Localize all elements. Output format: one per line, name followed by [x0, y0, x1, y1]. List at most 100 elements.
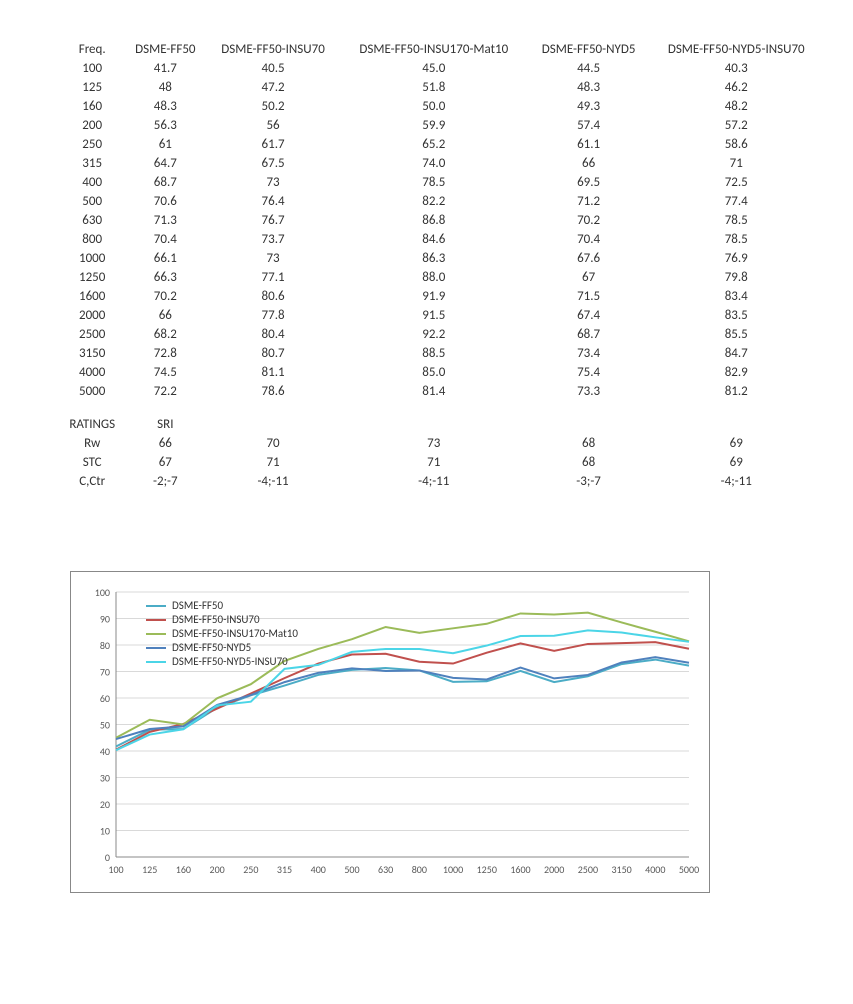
table-cell: 49.3 [528, 97, 650, 116]
table-row: 40068.77378.569.572.5 [60, 173, 823, 192]
svg-text:DSME-FF50-NYD5-INSU70: DSME-FF50-NYD5-INSU70 [172, 655, 288, 668]
table-cell: 125 [60, 78, 124, 97]
table-cell: 78.6 [206, 382, 340, 401]
table-cell: 40.5 [206, 59, 340, 78]
table-cell: 61.7 [206, 135, 340, 154]
ratings-cell: 69 [649, 453, 823, 472]
ratings-cell: C,Ctr [60, 472, 124, 491]
svg-text:100: 100 [108, 863, 123, 876]
table-row: 100066.17386.367.676.9 [60, 249, 823, 268]
table-cell: 48.3 [528, 78, 650, 97]
table-cell: 74.0 [340, 154, 528, 173]
table-cell: 68.2 [124, 325, 206, 344]
table-cell: 400 [60, 173, 124, 192]
table-cell: 160 [60, 97, 124, 116]
svg-text:4000: 4000 [645, 863, 665, 876]
data-table: Freq.DSME-FF50DSME-FF50-INSU70DSME-FF50-… [60, 40, 823, 491]
table-cell: 81.2 [649, 382, 823, 401]
svg-text:DSME-FF50: DSME-FF50 [172, 599, 224, 612]
ratings-cell: -2;-7 [124, 472, 206, 491]
table-cell: 56 [206, 116, 340, 135]
table-cell: 78.5 [340, 173, 528, 192]
table-cell: 67.6 [528, 249, 650, 268]
svg-text:20: 20 [100, 798, 110, 811]
table-cell: 76.7 [206, 211, 340, 230]
svg-text:1600: 1600 [510, 863, 530, 876]
table-cell: 71.3 [124, 211, 206, 230]
table-cell: 48 [124, 78, 206, 97]
table-cell: 70.4 [528, 230, 650, 249]
table-cell: 88.5 [340, 344, 528, 363]
table-cell: 91.9 [340, 287, 528, 306]
table-row: 500072.278.681.473.381.2 [60, 382, 823, 401]
ratings-row: STC6771716869 [60, 453, 823, 472]
ratings-cell: Rw [60, 434, 124, 453]
table-cell: 73 [206, 173, 340, 192]
ratings-header-cell: SRI [124, 415, 206, 434]
table-cell: 81.4 [340, 382, 528, 401]
table-cell: 1600 [60, 287, 124, 306]
table-cell: 58.6 [649, 135, 823, 154]
ratings-cell: 73 [340, 434, 528, 453]
table-cell: 67 [528, 268, 650, 287]
table-cell: 73.4 [528, 344, 650, 363]
table-row: 16048.350.250.049.348.2 [60, 97, 823, 116]
svg-text:90: 90 [100, 613, 110, 626]
table-cell: 66 [528, 154, 650, 173]
chart-area: 0102030405060708090100100125160200250315… [70, 571, 710, 893]
table-cell: 73 [206, 249, 340, 268]
table-cell: 41.7 [124, 59, 206, 78]
table-cell: 56.3 [124, 116, 206, 135]
svg-text:125: 125 [142, 863, 157, 876]
table-cell: 76.4 [206, 192, 340, 211]
svg-text:3150: 3150 [611, 863, 631, 876]
table-cell: 71.2 [528, 192, 650, 211]
table-row: 20056.35659.957.457.2 [60, 116, 823, 135]
table-cell: 73.7 [206, 230, 340, 249]
table-cell: 77.4 [649, 192, 823, 211]
chart-container: 0102030405060708090100100125160200250315… [70, 571, 823, 893]
table-cell: 48.3 [124, 97, 206, 116]
svg-text:70: 70 [100, 666, 110, 679]
ratings-cell: 69 [649, 434, 823, 453]
svg-text:DSME-FF50-NYD5: DSME-FF50-NYD5 [172, 641, 251, 654]
table-cell: 78.5 [649, 211, 823, 230]
table-cell: 72.5 [649, 173, 823, 192]
table-cell: 83.5 [649, 306, 823, 325]
table-cell: 61.1 [528, 135, 650, 154]
table-cell: 47.2 [206, 78, 340, 97]
table-cell: 82.2 [340, 192, 528, 211]
ratings-cell: 70 [206, 434, 340, 453]
table-cell: 57.4 [528, 116, 650, 135]
column-header: DSME-FF50-NYD5 [528, 40, 650, 59]
svg-text:DSME-FF50-INSU70: DSME-FF50-INSU70 [172, 613, 260, 626]
table-cell: 67.4 [528, 306, 650, 325]
svg-text:5000: 5000 [679, 863, 699, 876]
svg-text:250: 250 [243, 863, 258, 876]
table-cell: 70.2 [528, 211, 650, 230]
svg-text:630: 630 [378, 863, 393, 876]
table-cell: 82.9 [649, 363, 823, 382]
table-cell: 2500 [60, 325, 124, 344]
svg-text:80: 80 [100, 639, 110, 652]
ratings-row: C,Ctr-2;-7-4;-11-4;-11-3;-7-4;-11 [60, 472, 823, 491]
table-cell: 70.4 [124, 230, 206, 249]
ratings-header-cell: RATINGS [60, 415, 124, 434]
ratings-cell: -4;-11 [206, 472, 340, 491]
table-cell: 86.8 [340, 211, 528, 230]
svg-text:800: 800 [412, 863, 427, 876]
table-cell: 70.6 [124, 192, 206, 211]
table-cell: 315 [60, 154, 124, 173]
table-cell: 66.3 [124, 268, 206, 287]
ratings-cell: 68 [528, 434, 650, 453]
table-cell: 46.2 [649, 78, 823, 97]
ratings-cell: -4;-11 [340, 472, 528, 491]
table-cell: 88.0 [340, 268, 528, 287]
svg-text:10: 10 [100, 825, 110, 838]
table-row: 250068.280.492.268.785.5 [60, 325, 823, 344]
svg-text:2000: 2000 [544, 863, 564, 876]
table-cell: 51.8 [340, 78, 528, 97]
table-cell: 57.2 [649, 116, 823, 135]
table-cell: 92.2 [340, 325, 528, 344]
table-cell: 79.8 [649, 268, 823, 287]
